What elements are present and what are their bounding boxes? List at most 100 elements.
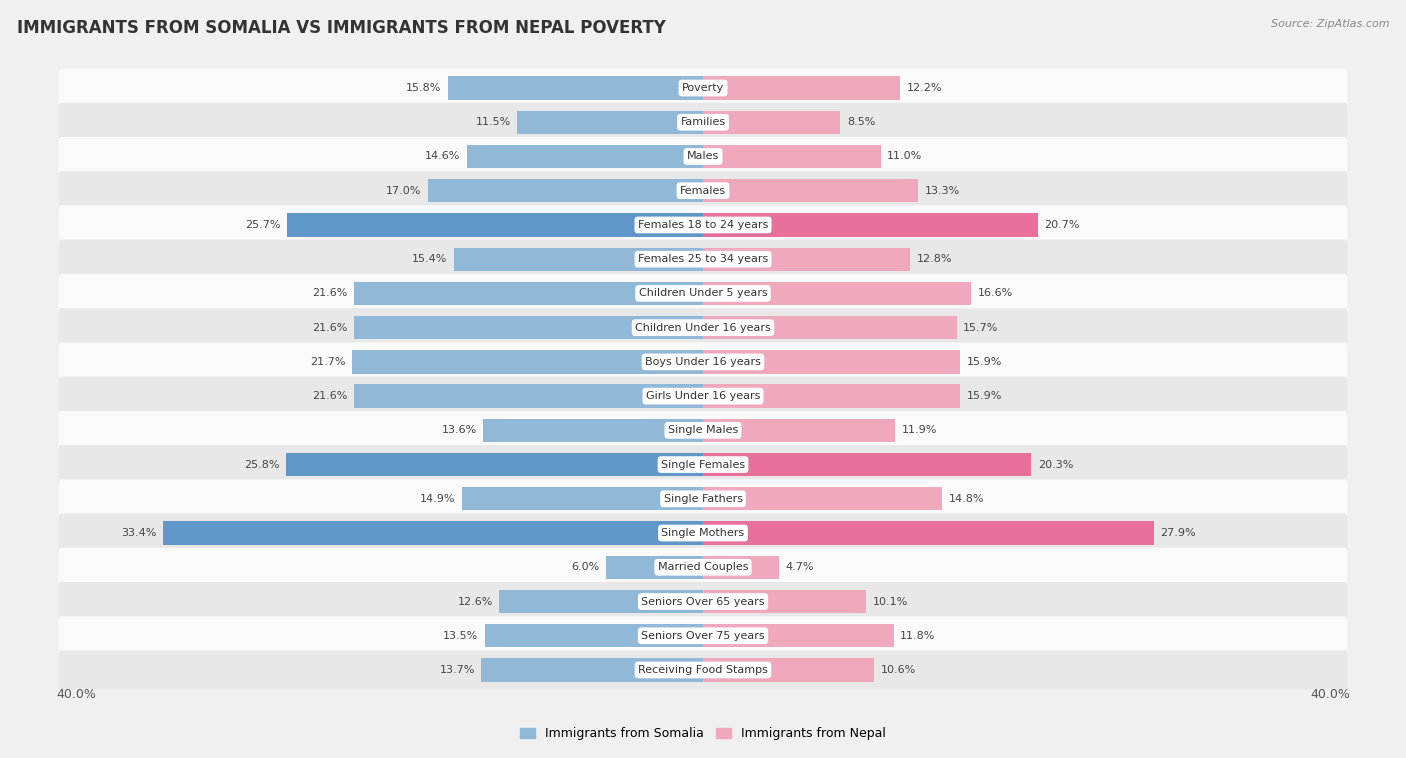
Bar bbox=[703, 624, 894, 647]
Text: 25.7%: 25.7% bbox=[246, 220, 281, 230]
Text: Receiving Food Stamps: Receiving Food Stamps bbox=[638, 665, 768, 675]
Text: Source: ZipAtlas.com: Source: ZipAtlas.com bbox=[1271, 19, 1389, 29]
Text: 14.9%: 14.9% bbox=[420, 493, 456, 504]
Text: 20.7%: 20.7% bbox=[1045, 220, 1080, 230]
Bar bbox=[703, 418, 896, 442]
Text: Females: Females bbox=[681, 186, 725, 196]
FancyBboxPatch shape bbox=[59, 479, 1347, 518]
Text: Seniors Over 75 years: Seniors Over 75 years bbox=[641, 631, 765, 641]
Text: 15.9%: 15.9% bbox=[966, 357, 1002, 367]
FancyBboxPatch shape bbox=[59, 582, 1347, 621]
Text: Poverty: Poverty bbox=[682, 83, 724, 93]
Text: 11.5%: 11.5% bbox=[475, 117, 510, 127]
Text: 4.7%: 4.7% bbox=[786, 562, 814, 572]
Bar bbox=[481, 659, 703, 681]
Bar bbox=[467, 145, 703, 168]
Bar bbox=[447, 77, 703, 99]
Bar bbox=[354, 282, 703, 305]
Bar bbox=[285, 453, 703, 476]
Bar bbox=[703, 556, 779, 579]
FancyBboxPatch shape bbox=[59, 616, 1347, 655]
Bar bbox=[703, 453, 1031, 476]
FancyBboxPatch shape bbox=[59, 411, 1347, 449]
FancyBboxPatch shape bbox=[59, 548, 1347, 587]
Bar bbox=[517, 111, 703, 134]
Bar bbox=[484, 418, 703, 442]
Text: 13.3%: 13.3% bbox=[925, 186, 960, 196]
Text: 12.6%: 12.6% bbox=[457, 597, 494, 606]
Bar bbox=[703, 316, 957, 340]
Text: Children Under 5 years: Children Under 5 years bbox=[638, 289, 768, 299]
Text: 25.8%: 25.8% bbox=[243, 459, 280, 469]
Text: 6.0%: 6.0% bbox=[571, 562, 599, 572]
Text: 33.4%: 33.4% bbox=[121, 528, 156, 538]
Text: 13.6%: 13.6% bbox=[441, 425, 477, 435]
Text: Females 25 to 34 years: Females 25 to 34 years bbox=[638, 254, 768, 265]
Bar bbox=[703, 77, 900, 99]
FancyBboxPatch shape bbox=[59, 171, 1347, 210]
Legend: Immigrants from Somalia, Immigrants from Nepal: Immigrants from Somalia, Immigrants from… bbox=[515, 722, 891, 745]
Text: Boys Under 16 years: Boys Under 16 years bbox=[645, 357, 761, 367]
Text: 11.8%: 11.8% bbox=[900, 631, 935, 641]
Text: 11.9%: 11.9% bbox=[901, 425, 938, 435]
FancyBboxPatch shape bbox=[59, 309, 1347, 347]
FancyBboxPatch shape bbox=[59, 68, 1347, 108]
Text: 40.0%: 40.0% bbox=[56, 688, 96, 701]
Bar bbox=[352, 350, 703, 374]
Bar bbox=[703, 487, 942, 510]
Bar bbox=[703, 248, 910, 271]
Text: Seniors Over 65 years: Seniors Over 65 years bbox=[641, 597, 765, 606]
Text: 11.0%: 11.0% bbox=[887, 152, 922, 161]
Bar bbox=[703, 384, 960, 408]
Bar bbox=[429, 179, 703, 202]
Text: 10.6%: 10.6% bbox=[880, 665, 917, 675]
FancyBboxPatch shape bbox=[59, 103, 1347, 142]
FancyBboxPatch shape bbox=[59, 240, 1347, 279]
Text: Single Males: Single Males bbox=[668, 425, 738, 435]
Bar bbox=[354, 384, 703, 408]
Text: 14.8%: 14.8% bbox=[949, 493, 984, 504]
Text: Females 18 to 24 years: Females 18 to 24 years bbox=[638, 220, 768, 230]
Text: 27.9%: 27.9% bbox=[1160, 528, 1197, 538]
Bar bbox=[499, 590, 703, 613]
Bar bbox=[354, 316, 703, 340]
Text: 17.0%: 17.0% bbox=[387, 186, 422, 196]
Text: Males: Males bbox=[688, 152, 718, 161]
Bar bbox=[703, 590, 866, 613]
Text: 15.8%: 15.8% bbox=[406, 83, 441, 93]
Text: 40.0%: 40.0% bbox=[1310, 688, 1350, 701]
Bar bbox=[287, 213, 703, 236]
FancyBboxPatch shape bbox=[59, 650, 1347, 690]
Text: Single Females: Single Females bbox=[661, 459, 745, 469]
Bar bbox=[606, 556, 703, 579]
Text: 14.6%: 14.6% bbox=[425, 152, 461, 161]
Text: Families: Families bbox=[681, 117, 725, 127]
Bar bbox=[703, 111, 841, 134]
Bar bbox=[454, 248, 703, 271]
Text: 16.6%: 16.6% bbox=[979, 289, 1014, 299]
Text: 13.5%: 13.5% bbox=[443, 631, 478, 641]
Bar bbox=[703, 179, 918, 202]
Text: Married Couples: Married Couples bbox=[658, 562, 748, 572]
FancyBboxPatch shape bbox=[59, 137, 1347, 176]
Text: 15.7%: 15.7% bbox=[963, 323, 998, 333]
Text: Girls Under 16 years: Girls Under 16 years bbox=[645, 391, 761, 401]
Text: 21.6%: 21.6% bbox=[312, 289, 347, 299]
FancyBboxPatch shape bbox=[59, 377, 1347, 415]
Text: Single Fathers: Single Fathers bbox=[664, 493, 742, 504]
Text: 8.5%: 8.5% bbox=[846, 117, 876, 127]
Text: Children Under 16 years: Children Under 16 years bbox=[636, 323, 770, 333]
Text: 20.3%: 20.3% bbox=[1038, 459, 1073, 469]
Text: 21.6%: 21.6% bbox=[312, 391, 347, 401]
Bar bbox=[703, 659, 875, 681]
Bar bbox=[703, 522, 1154, 545]
Text: 12.2%: 12.2% bbox=[907, 83, 942, 93]
Text: 12.8%: 12.8% bbox=[917, 254, 952, 265]
FancyBboxPatch shape bbox=[59, 445, 1347, 484]
Text: 21.7%: 21.7% bbox=[311, 357, 346, 367]
Bar bbox=[463, 487, 703, 510]
FancyBboxPatch shape bbox=[59, 513, 1347, 553]
Bar bbox=[163, 522, 703, 545]
Bar bbox=[703, 213, 1038, 236]
Bar bbox=[703, 282, 972, 305]
